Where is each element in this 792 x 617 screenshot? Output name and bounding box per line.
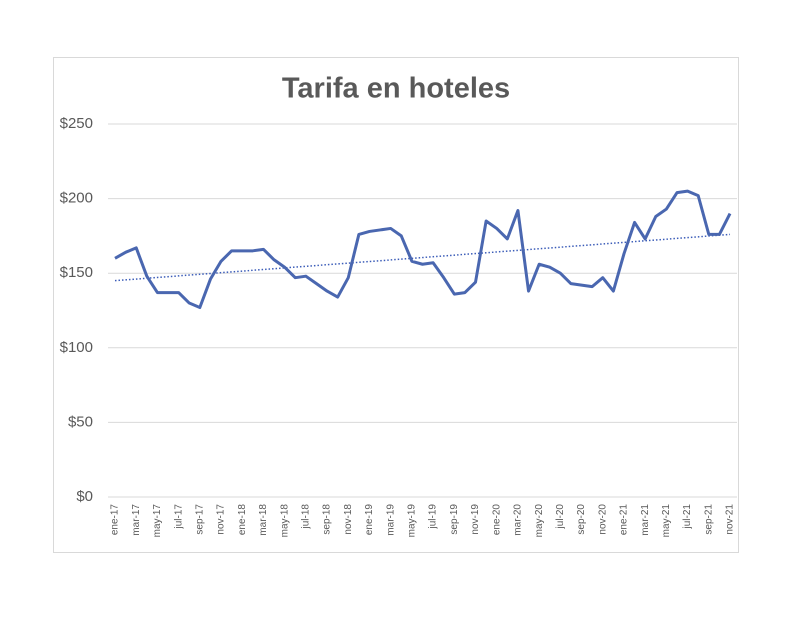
chart-border [53,57,739,553]
x-tick-label: nov-17 [216,504,227,535]
x-tick-label: may-17 [152,504,163,538]
y-tick-label: $50 [68,413,93,430]
x-tick-label: ene-18 [237,504,248,536]
x-tick-label: nov-21 [725,504,736,535]
x-tick-label: may-20 [534,504,545,538]
y-tick-label: $250 [60,115,93,132]
x-tick-label: nov-20 [597,504,608,535]
trendline [114,233,731,282]
x-tick-label: may-19 [407,504,418,538]
chart-title: Tarifa en hoteles [282,73,510,105]
x-tick-label: mar-17 [131,504,142,536]
x-tick-label: mar-21 [640,504,651,536]
x-tick-label: nov-19 [470,504,481,535]
x-tick-label: may-18 [279,504,290,538]
x-tick-label: ene-21 [619,504,630,536]
x-tick-label: jul-19 [428,504,439,530]
x-tick-label: ene-20 [491,504,502,536]
x-tick-label: sep-21 [703,504,714,535]
y-tick-label: $100 [60,339,93,356]
x-tick-label: jul-21 [682,504,693,530]
x-tick-label: nov-18 [343,504,354,535]
y-tick-label: $0 [76,488,93,505]
y-tick-label: $150 [60,264,93,281]
x-tick-label: sep-19 [449,504,460,535]
x-tick-label: sep-17 [194,504,205,535]
x-tick-label: jul-17 [173,504,184,530]
x-tick-label: may-21 [661,504,672,538]
x-tick-label: jul-20 [555,504,566,530]
x-tick-label: mar-20 [513,504,524,536]
x-tick-label: sep-18 [322,504,333,535]
x-tick-label: mar-18 [258,504,269,536]
x-tick-label: jul-18 [301,504,312,530]
y-tick-label: $200 [60,190,93,207]
data-line [114,189,732,310]
x-tick-label: sep-20 [576,504,587,535]
x-tick-label: ene-17 [110,504,121,536]
x-tick-label: mar-19 [385,504,396,536]
x-tick-label: ene-19 [364,504,375,536]
